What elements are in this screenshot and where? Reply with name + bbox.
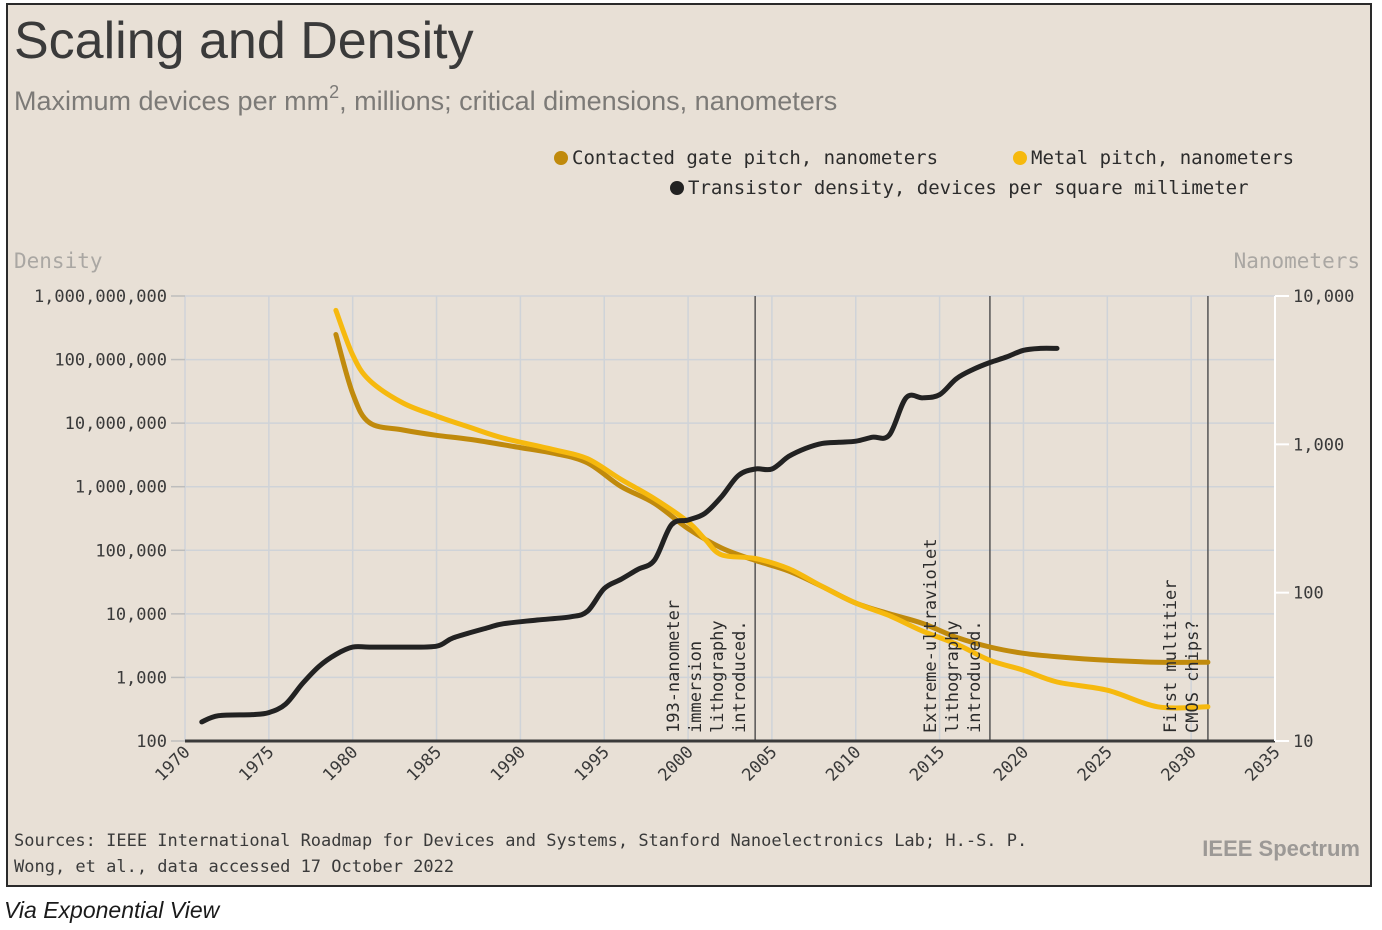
x-tick-label: 2035 <box>1241 742 1284 785</box>
legend-metal-pitch-label: Metal pitch, nanometers <box>1031 147 1294 169</box>
left-tick-label: 1,000,000,000 <box>34 287 167 307</box>
chart-title: Scaling and Density <box>14 12 474 70</box>
left-tick-label: 100 <box>136 732 167 752</box>
legend-transistor-density-marker <box>670 181 684 195</box>
annotation-label: lithography <box>943 620 963 733</box>
caption: Via Exponential View <box>4 897 220 923</box>
annotation-label: introduced. <box>730 620 750 733</box>
legend-gate-pitch-marker <box>554 151 568 165</box>
annotation-labels: 193-nanometer immersion lithography introdu… <box>664 539 1203 733</box>
annotation-label: introduced. <box>965 620 985 733</box>
legend-metal-pitch-marker <box>1013 151 1027 165</box>
left-tick-label: 1,000,000 <box>75 478 167 498</box>
x-tick-label: 2020 <box>990 742 1033 785</box>
source-line-1: Sources: IEEE International Roadmap for … <box>14 831 1027 851</box>
metal-pitch-line <box>333 307 1211 711</box>
left-tick-label: 10,000,000 <box>65 414 167 434</box>
x-tick-label: 1990 <box>487 742 530 785</box>
series-group <box>199 307 1211 725</box>
legend-transistor-density-label: Transistor density, devices per square m… <box>688 177 1249 199</box>
x-tick-label: 2000 <box>655 742 698 785</box>
x-tick-label: 2005 <box>738 742 781 785</box>
legend: Contacted gate pitch, nanometers Metal pi… <box>554 147 1294 199</box>
annotation-label: First multitier <box>1161 579 1181 733</box>
right-tick-label: 10 <box>1293 732 1313 752</box>
x-tick-label: 2025 <box>1074 742 1117 785</box>
x-tick-label: 1985 <box>403 742 446 785</box>
left-tick-label: 1,000 <box>116 668 167 688</box>
left-tick-label: 100,000 <box>95 541 167 561</box>
right-tick-label: 100 <box>1293 584 1324 604</box>
x-tick-label: 1975 <box>235 742 278 785</box>
chart-subtitle: Maximum devices per mm2, millions; criti… <box>14 82 837 116</box>
annotation-label: 193-nanometer <box>664 600 684 733</box>
x-tick-label: 1995 <box>571 742 614 785</box>
brand-logo: IEEE Spectrum <box>1202 836 1360 861</box>
right-tick-label: 1,000 <box>1293 435 1344 455</box>
transistor-density-line <box>199 345 1060 725</box>
legend-gate-pitch-label: Contacted gate pitch, nanometers <box>572 147 938 169</box>
x-tick-label: 2015 <box>906 742 949 785</box>
left-axis-title: Density <box>14 249 103 273</box>
right-tick-label: 10,000 <box>1293 287 1354 307</box>
annotation-label: lithography <box>708 620 728 733</box>
source-line-2: Wong, et al., data accessed 17 October 2… <box>14 857 454 877</box>
x-tick-label: 1980 <box>319 742 362 785</box>
annotation-label: immersion <box>686 641 706 733</box>
x-tick-label: 2030 <box>1158 742 1201 785</box>
left-tick-label: 10,000 <box>106 605 167 625</box>
annotation-lines <box>754 296 1209 741</box>
left-tick-label: 100,000,000 <box>54 351 167 371</box>
annotation-label: Extreme-ultraviolet <box>921 539 941 733</box>
annotation-label: CMOS chips? <box>1183 620 1203 733</box>
x-tick-label: 2010 <box>822 742 865 785</box>
right-axis-title: Nanometers <box>1234 249 1360 273</box>
